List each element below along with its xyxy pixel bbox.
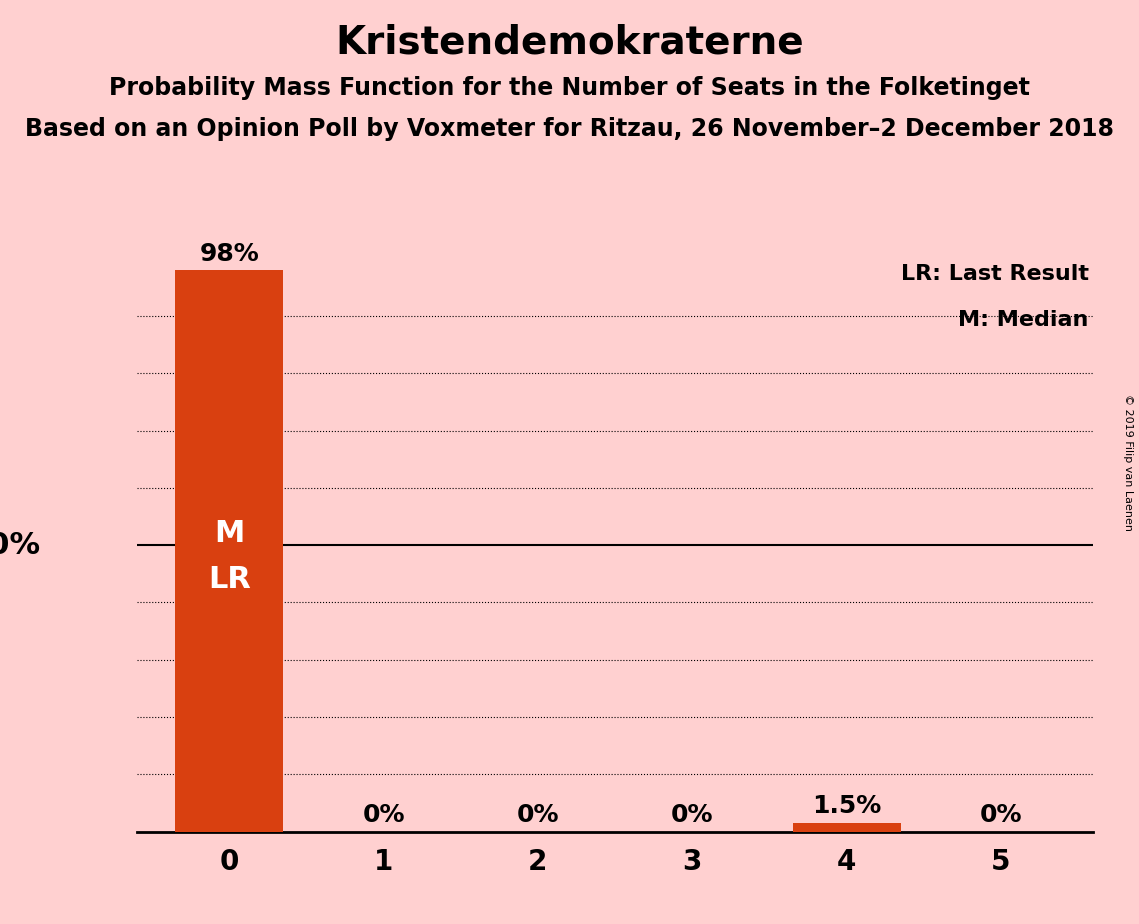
Text: Based on an Opinion Poll by Voxmeter for Ritzau, 26 November–2 December 2018: Based on an Opinion Poll by Voxmeter for… (25, 117, 1114, 141)
Text: M: M (214, 519, 245, 548)
Text: 1.5%: 1.5% (812, 795, 882, 819)
Text: 50%: 50% (0, 530, 41, 560)
Text: LR: LR (207, 565, 251, 594)
Text: M: Median: M: Median (958, 310, 1089, 330)
Text: Kristendemokraterne: Kristendemokraterne (335, 23, 804, 61)
Bar (793, 823, 901, 832)
Text: LR: Last Result: LR: Last Result (901, 264, 1089, 285)
Text: Probability Mass Function for the Number of Seats in the Folketinget: Probability Mass Function for the Number… (109, 76, 1030, 100)
Text: 0%: 0% (362, 803, 404, 827)
Text: © 2019 Filip van Laenen: © 2019 Filip van Laenen (1123, 394, 1133, 530)
Text: 0%: 0% (671, 803, 713, 827)
Text: 98%: 98% (199, 241, 260, 265)
Text: 0%: 0% (517, 803, 559, 827)
Bar (175, 270, 284, 832)
Text: 0%: 0% (980, 803, 1022, 827)
